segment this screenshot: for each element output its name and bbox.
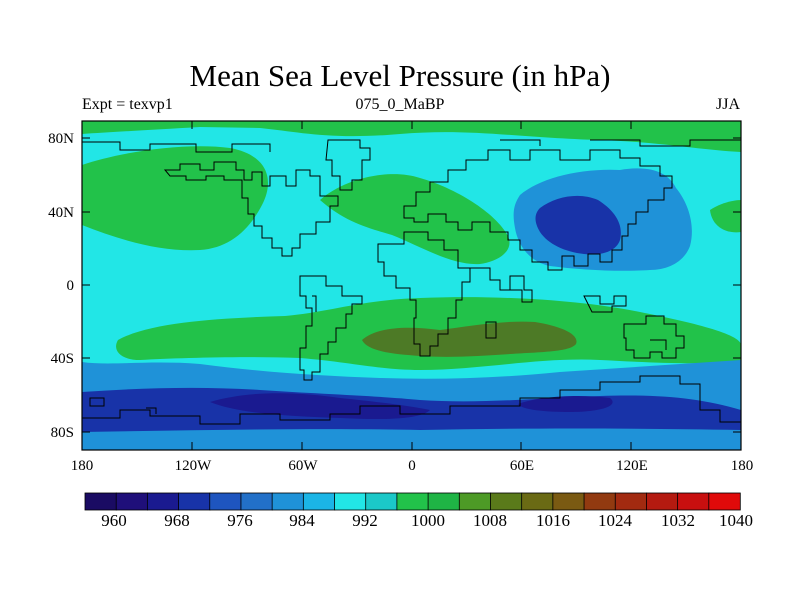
colorbar-swatch	[84, 492, 117, 511]
blue-deep-asian-low	[535, 195, 621, 255]
colorbar-swatch	[677, 492, 710, 511]
coastline-north-america	[163, 161, 339, 257]
colorbar-swatch	[240, 492, 273, 511]
colorbar-label-1040: 1040	[719, 511, 753, 530]
lon-label-120e: 120E	[616, 458, 648, 474]
lon-label-0: 0	[408, 458, 416, 474]
colorbar-label-1000: 1000	[411, 511, 445, 530]
colorbar-label-1008: 1008	[473, 511, 507, 530]
pressure-field	[82, 121, 741, 450]
lon-label-120w: 120W	[174, 458, 212, 474]
lon-label-180w: 180	[70, 458, 94, 474]
colorbar-swatch	[271, 492, 305, 511]
colorbar-swatch	[614, 492, 648, 511]
green-band-arctic	[82, 121, 741, 152]
lat-label-80n: 80N	[48, 131, 74, 147]
lat-label-40n: 40N	[48, 205, 74, 221]
period-label: 075_0_MaBP	[355, 96, 445, 113]
green-north-pacific	[82, 146, 269, 251]
season-label: JJA	[715, 96, 740, 113]
colorbar-swatch	[146, 492, 180, 511]
colorbar-swatch	[583, 492, 616, 511]
coastline-africa	[377, 231, 471, 357]
green-north-atlantic	[320, 174, 510, 265]
colorbar-swatch	[521, 492, 554, 511]
lon-label-180e: 180	[730, 458, 754, 474]
coastline-antarctica	[82, 375, 741, 425]
coastline-greenland	[325, 139, 371, 191]
colorbar-label-976: 976	[227, 511, 253, 530]
darkest-low-core-b	[518, 396, 613, 412]
olive-high-indian-ocean	[362, 321, 577, 357]
coastline-eurasia	[403, 149, 673, 271]
map-title: Mean Sea Level Pressure (in hPa)	[189, 58, 611, 93]
colorbar-label-992: 992	[352, 511, 378, 530]
colorbar-swatch	[708, 492, 741, 511]
colorbar-label-968: 968	[164, 511, 190, 530]
colorbar-swatch	[490, 492, 523, 511]
lat-label-0: 0	[66, 278, 75, 294]
lat-label-40s: 40S	[50, 351, 74, 367]
colorbar-label-1032: 1032	[661, 511, 695, 530]
lon-label-60e: 60E	[509, 458, 535, 474]
lat-label-80s: 80S	[50, 425, 74, 441]
experiment-label: Expt = texvp1	[82, 96, 173, 113]
colorbar	[84, 492, 741, 511]
colorbar-swatch	[427, 492, 460, 511]
colorbar-swatch	[209, 492, 242, 511]
coastline-small-islands	[89, 295, 667, 414]
colorbar-label-960: 960	[101, 511, 127, 530]
colorbar-swatch	[302, 492, 336, 511]
axis-ticks	[82, 121, 741, 450]
darkest-low-core-a	[210, 393, 430, 420]
coastline-arabia-india	[470, 267, 533, 303]
colorbar-swatch	[365, 492, 398, 511]
colorbar-swatch	[396, 492, 429, 511]
colorbar-label-984: 984	[289, 511, 315, 530]
colorbar-swatch	[115, 492, 149, 511]
coastlines	[82, 139, 741, 425]
coastline-arctic-islands	[82, 139, 741, 153]
coastline-maritime-continent	[583, 295, 627, 313]
colorbar-swatch	[552, 492, 585, 511]
coastline-madagascar	[485, 321, 497, 339]
colorbar-label-1024: 1024	[598, 511, 632, 530]
colorbar-swatch	[646, 492, 679, 511]
blue-antarctic-interior	[82, 428, 741, 450]
coastline-australia	[623, 315, 685, 359]
colorbar-swatch	[334, 492, 367, 511]
coastline-south-america	[299, 275, 363, 381]
colorbar-swatch	[178, 492, 211, 511]
colorbar-swatch	[458, 492, 492, 511]
green-east-atlantic	[710, 200, 741, 233]
colorbar-label-1016: 1016	[536, 511, 570, 530]
lon-label-60w: 60W	[288, 458, 318, 474]
